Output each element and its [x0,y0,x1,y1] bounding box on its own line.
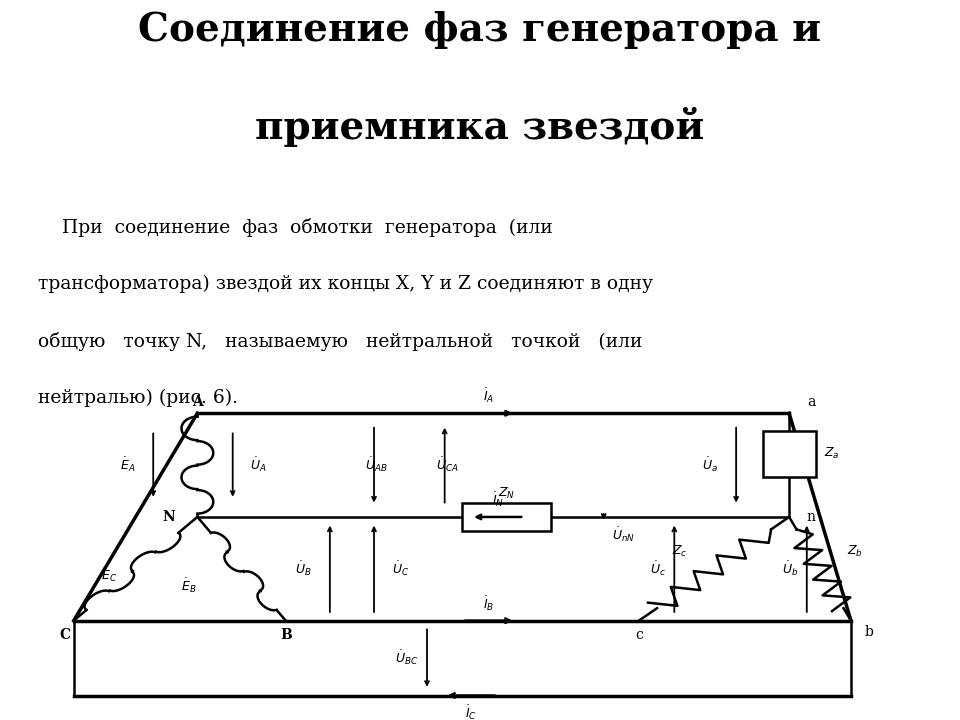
Text: Соединение фаз генератора и: Соединение фаз генератора и [138,12,822,50]
Text: $\dot{E}_A$: $\dot{E}_A$ [120,456,135,474]
Text: $\dot{U}_c$: $\dot{U}_c$ [650,559,665,578]
Text: $\dot{I}_C$: $\dot{I}_C$ [466,703,477,720]
Text: $\dot{I}_B$: $\dot{I}_B$ [483,594,494,613]
Text: нейтралью) (рис. 6).: нейтралью) (рис. 6). [38,390,238,408]
Text: N: N [162,510,176,524]
Text: $Z_b$: $Z_b$ [847,544,862,559]
Text: $Z_a$: $Z_a$ [825,446,840,461]
Text: приемника звездой: приемника звездой [255,107,705,147]
Text: $\dot{U}_{AB}$: $\dot{U}_{AB}$ [365,456,388,474]
Text: A: A [192,395,203,409]
Text: трансформатора) звездой их концы X, Y и Z соединяют в одну: трансформатора) звездой их концы X, Y и … [38,275,654,293]
Text: $\dot{U}_{CA}$: $\dot{U}_{CA}$ [436,456,459,474]
Text: $\dot{U}_{nN}$: $\dot{U}_{nN}$ [612,525,636,544]
Text: $\dot{U}_{BC}$: $\dot{U}_{BC}$ [395,649,419,667]
Text: $\dot{E}_B$: $\dot{E}_B$ [180,577,196,595]
Bar [463,503,551,531]
Text: $\dot{U}_b$: $\dot{U}_b$ [781,559,798,578]
Text: B: B [279,628,292,642]
Text: $\dot{U}_B$: $\dot{U}_B$ [296,559,312,578]
Text: b: b [864,625,873,639]
Text: $\dot{I}_N$: $\dot{I}_N$ [492,490,504,509]
Text: $Z_N$: $Z_N$ [498,487,516,501]
Text: c: c [635,628,643,642]
Text: $\dot{U}_A$: $\dot{U}_A$ [251,456,267,474]
Text: a: a [806,395,815,409]
Text: При  соединение  фаз  обмотки  генератора  (или: При соединение фаз обмотки генератора (и… [38,217,553,236]
Text: n: n [806,510,816,524]
Text: $\dot{U}_C$: $\dot{U}_C$ [392,559,409,578]
Text: $Z_c$: $Z_c$ [672,544,687,559]
Text: общую   точку N,   называемую   нейтральной   точкой   (или: общую точку N, называемую нейтральной то… [38,332,643,351]
Bar [762,431,816,477]
Text: C: C [60,628,70,642]
Text: $\dot{E}_C$: $\dot{E}_C$ [101,565,117,584]
Text: $\dot{U}_a$: $\dot{U}_a$ [703,456,718,474]
Text: $\dot{I}_A$: $\dot{I}_A$ [483,387,494,405]
